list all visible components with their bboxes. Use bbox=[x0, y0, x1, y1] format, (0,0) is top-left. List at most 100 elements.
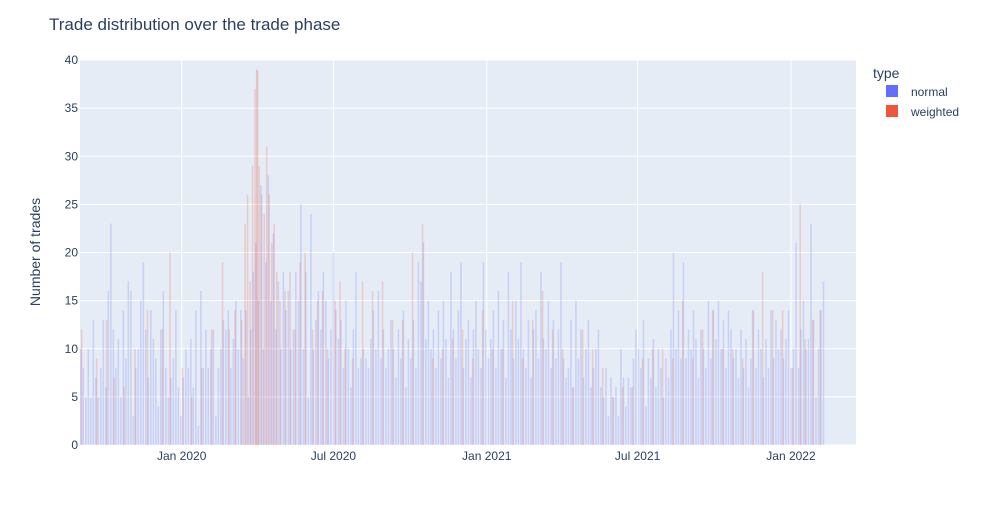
bar-weighted bbox=[391, 319, 394, 446]
bar-weighted bbox=[381, 281, 384, 446]
x-tick-label: Jul 2020 bbox=[311, 449, 357, 463]
bar-normal bbox=[182, 377, 185, 446]
bar-normal bbox=[765, 339, 767, 446]
bar-normal bbox=[247, 396, 250, 446]
bar-normal bbox=[515, 300, 517, 446]
bar-weighted bbox=[601, 368, 604, 445]
bar-normal bbox=[820, 310, 822, 445]
bar-normal bbox=[592, 368, 595, 445]
bar-normal bbox=[155, 358, 157, 446]
bar-normal bbox=[332, 252, 335, 445]
series-weighted-bars bbox=[80, 69, 821, 446]
bar-normal bbox=[365, 358, 367, 446]
bar-normal bbox=[630, 387, 632, 445]
bar-weighted bbox=[95, 358, 98, 446]
y-tick-label: 30 bbox=[65, 149, 79, 163]
bar-weighted bbox=[351, 358, 354, 446]
bar-weighted bbox=[344, 348, 346, 445]
bar-normal bbox=[637, 348, 640, 445]
bar-normal bbox=[712, 310, 715, 445]
bar-normal bbox=[105, 387, 107, 445]
bar-normal bbox=[402, 310, 405, 445]
bar-normal bbox=[80, 348, 82, 445]
bar-weighted bbox=[169, 252, 171, 445]
bar-normal bbox=[157, 406, 160, 445]
bar-normal bbox=[137, 348, 140, 445]
bar-normal bbox=[710, 358, 712, 446]
bar-normal bbox=[670, 329, 672, 445]
bar-normal bbox=[610, 377, 612, 446]
bar-weighted bbox=[275, 271, 278, 445]
bar-normal bbox=[380, 358, 382, 446]
bar-normal bbox=[722, 319, 725, 446]
bar-normal bbox=[395, 377, 397, 446]
bar-normal bbox=[790, 368, 792, 445]
bar-normal bbox=[745, 339, 747, 446]
bar-normal bbox=[615, 387, 617, 445]
y-tick-label: 5 bbox=[71, 390, 78, 404]
bar-normal bbox=[235, 300, 237, 446]
bar-normal bbox=[360, 358, 362, 446]
bar-normal bbox=[440, 358, 442, 446]
bar-weighted bbox=[240, 319, 243, 446]
bar-normal bbox=[525, 368, 527, 445]
legend-title: type bbox=[873, 65, 900, 81]
bar-normal bbox=[747, 387, 750, 445]
bar-normal bbox=[492, 310, 495, 445]
bar-weighted bbox=[421, 223, 424, 445]
bar-normal bbox=[697, 377, 700, 446]
bar-normal bbox=[527, 319, 530, 446]
bar-normal bbox=[472, 329, 475, 445]
bar-normal bbox=[110, 223, 112, 445]
bar-normal bbox=[175, 310, 177, 445]
bar-normal bbox=[680, 358, 682, 446]
bar-weighted bbox=[246, 194, 249, 445]
bar-normal bbox=[557, 329, 560, 445]
bar-normal bbox=[145, 329, 147, 445]
bar-normal bbox=[147, 377, 150, 446]
bar-normal bbox=[187, 368, 190, 445]
bar-weighted bbox=[249, 281, 251, 446]
bar-normal bbox=[640, 368, 642, 445]
bar-weighted bbox=[190, 396, 193, 446]
bar-normal bbox=[482, 262, 485, 446]
bar-weighted bbox=[279, 300, 281, 446]
bar-normal bbox=[707, 300, 710, 446]
bar-normal bbox=[715, 339, 717, 446]
bar-normal bbox=[100, 368, 102, 445]
bar-normal bbox=[417, 262, 420, 446]
bar-normal bbox=[795, 242, 797, 446]
bar-normal bbox=[207, 368, 210, 445]
bar-normal bbox=[535, 310, 537, 445]
bar-weighted bbox=[531, 319, 534, 446]
bar-normal bbox=[552, 319, 555, 446]
bar-normal bbox=[355, 271, 357, 445]
bar-normal bbox=[140, 300, 142, 446]
bar-weighted bbox=[721, 348, 724, 445]
bar-normal bbox=[397, 329, 400, 445]
bar-normal bbox=[370, 339, 372, 446]
bar-normal bbox=[115, 368, 117, 445]
bar-weighted bbox=[471, 358, 474, 446]
bar-normal bbox=[427, 300, 430, 446]
bar-weighted bbox=[334, 300, 336, 446]
bar-normal bbox=[537, 358, 540, 446]
bar-weighted bbox=[181, 368, 184, 445]
bar-normal bbox=[90, 396, 92, 446]
bar-normal bbox=[587, 319, 590, 446]
bar-normal bbox=[717, 300, 720, 446]
bar-normal bbox=[512, 358, 515, 446]
bar-normal bbox=[222, 319, 225, 446]
bar-normal bbox=[487, 358, 490, 446]
bar-normal bbox=[372, 310, 375, 445]
bar-weighted bbox=[270, 242, 273, 446]
bar-normal bbox=[787, 310, 790, 445]
bar-normal bbox=[780, 329, 782, 445]
x-gridlines bbox=[181, 60, 792, 445]
series-normal-bars bbox=[80, 175, 825, 446]
bar-weighted bbox=[251, 165, 254, 446]
bar-normal bbox=[307, 396, 310, 446]
bar-normal bbox=[782, 358, 785, 446]
bar-normal bbox=[177, 387, 180, 445]
bar-normal bbox=[170, 377, 172, 446]
